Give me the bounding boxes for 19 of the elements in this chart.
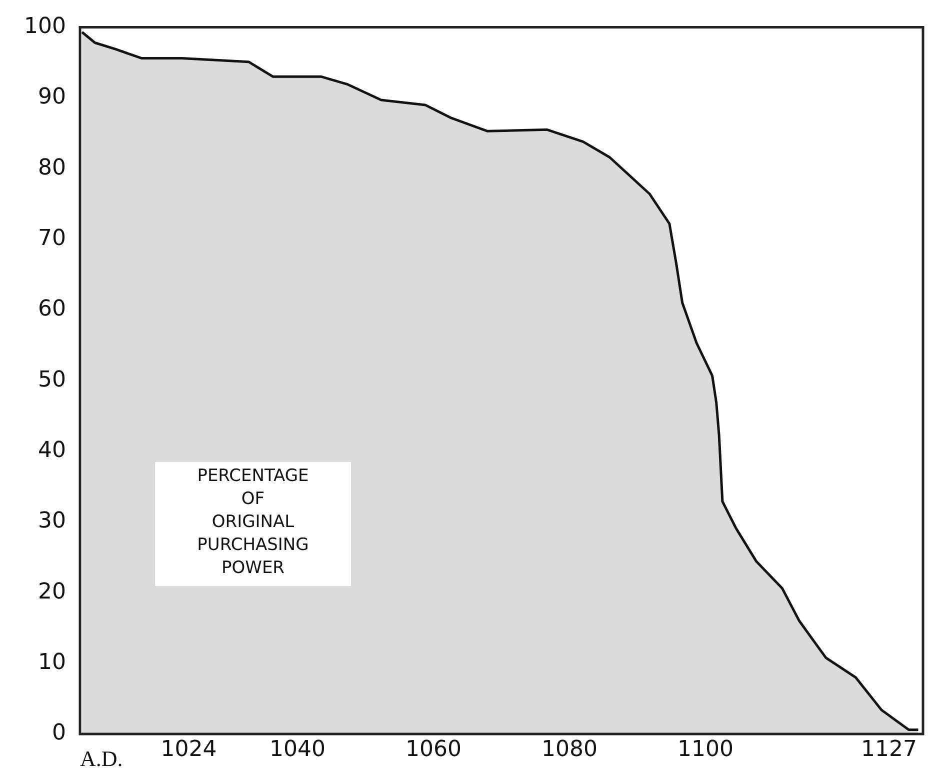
y-tick-label: 50 — [38, 367, 66, 392]
y-tick-label: 80 — [38, 155, 66, 180]
y-tick-label: 20 — [38, 579, 66, 604]
x-tick-label: 1080 — [541, 736, 598, 762]
y-axis-title: PERCENTAGE OF ORIGINAL PURCHASING POWER — [196, 465, 310, 580]
y-tick-label: 40 — [38, 438, 66, 463]
y-tick-label: 0 — [52, 720, 66, 746]
x-tick-label: 1127 — [861, 736, 918, 762]
y-tick-label: 10 — [38, 650, 66, 676]
x-tick-label: 1060 — [406, 736, 462, 762]
x-tick-label: 1040 — [270, 736, 326, 762]
x-tick-label: 1024 — [160, 736, 217, 762]
x-tick-label: 1100 — [677, 736, 734, 762]
y-tick-label: 30 — [38, 508, 66, 534]
y-tick-label: 90 — [38, 84, 66, 110]
y-tick-label: 60 — [38, 296, 66, 322]
y-tick-label: 100 — [24, 14, 66, 39]
y-tick-label: 70 — [38, 226, 66, 251]
text: A.D. — [80, 746, 123, 772]
